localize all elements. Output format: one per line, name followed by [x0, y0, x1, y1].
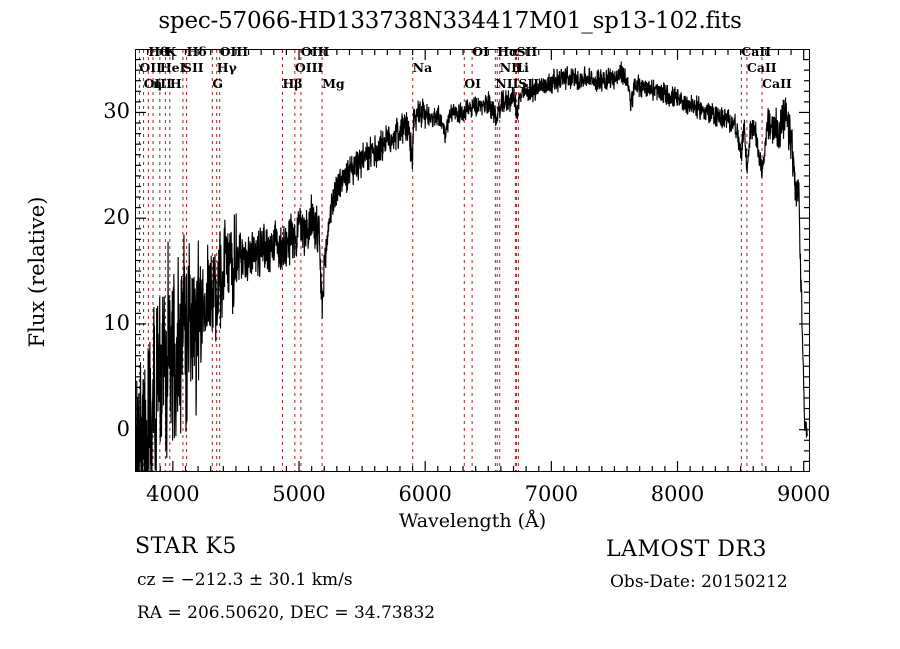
- plot-area: [135, 49, 810, 472]
- survey-name-text: LAMOST DR3: [606, 537, 767, 562]
- y-tick-label: 0: [116, 416, 130, 441]
- y-tick-label: 30: [103, 99, 130, 124]
- y-tick-label: 20: [103, 205, 130, 230]
- coordinates-text: RA = 206.50620, DEC = 34.73832: [137, 603, 436, 623]
- object-class-text: STAR K5: [135, 534, 237, 559]
- x-tick-label: 7000: [524, 482, 579, 506]
- y-axis-label: Flux (relative): [25, 196, 49, 348]
- x-axis-label: Wavelength (Å): [398, 510, 547, 532]
- spectrum-trace: [136, 61, 808, 471]
- x-tick-label: 6000: [398, 482, 452, 506]
- x-tick-label: 9000: [776, 482, 831, 506]
- axis-ticks: [135, 49, 810, 472]
- x-tick-label: 4000: [146, 482, 200, 506]
- page-title: spec-57066-HD133738N334417M01_sp13-102.f…: [158, 8, 742, 34]
- x-tick-label: 5000: [272, 482, 326, 506]
- x-tick-label: 8000: [650, 482, 705, 506]
- observation-date-text: Obs-Date: 20150212: [610, 572, 788, 592]
- redshift-velocity-text: cz = −212.3 ± 30.1 km/s: [137, 570, 353, 590]
- y-tick-label: 10: [103, 310, 130, 335]
- y-axis-ticks: 0 10 20 30: [78, 0, 130, 649]
